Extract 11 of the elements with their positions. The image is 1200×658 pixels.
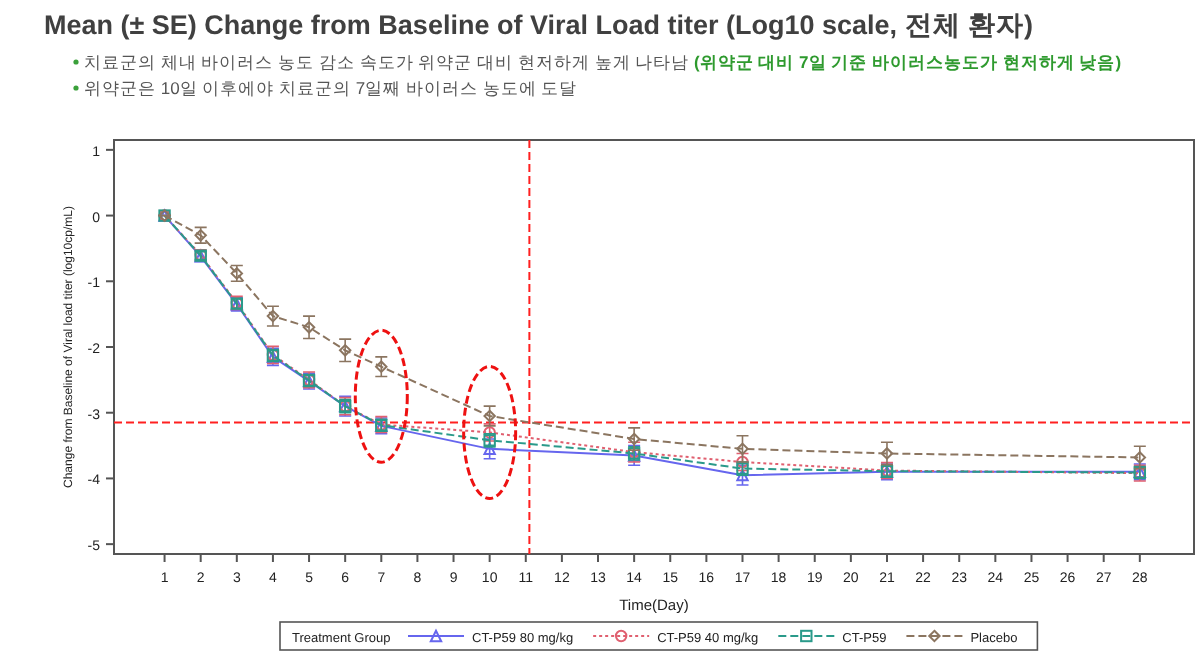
chart-subtitle: 치료군의 체내 바이러스 농도 감소 속도가 위약군 대비 현저하게 높게 나타남 [84, 52, 694, 72]
point [736, 442, 749, 456]
point [302, 321, 316, 334]
point [880, 447, 894, 460]
point [627, 432, 641, 446]
text: (위약군 대비 7일 기준 바이러스농도가 현저하게 낮음) [693, 52, 1122, 72]
text: 위약군은 10일 이후에야 치료군의 7일째 바이러스 농도에 도달 [84, 78, 578, 98]
point [482, 423, 497, 442]
chart-title: Mean (± SE) Change from Baseline of Viral Load titer (Log10 scale, 전체 환자) [44, 10, 1034, 40]
point [338, 344, 352, 357]
point [1133, 451, 1147, 464]
